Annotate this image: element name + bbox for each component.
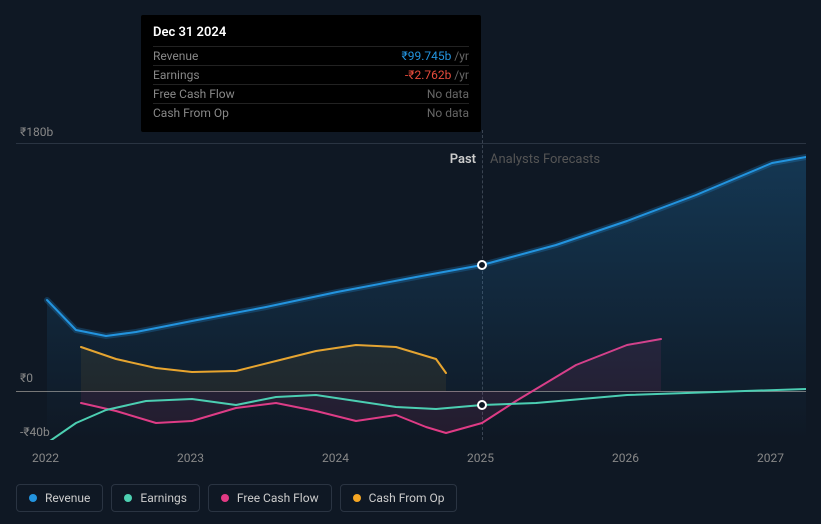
legend-dot-cfo (353, 494, 361, 502)
tooltip-row: Revenue ₹99.745b /yr (153, 46, 469, 65)
tooltip-row: Free Cash Flow No data (153, 84, 469, 103)
y-tick-neg40b: -₹40b (20, 425, 50, 439)
tooltip-row-value: No data (427, 87, 469, 101)
tooltip-row-value: ₹99.745b /yr (402, 49, 470, 63)
y-tick-0: ₹0 (20, 371, 33, 385)
y-tick-180b: ₹180b (20, 125, 53, 139)
x-tick-2022: 2022 (32, 451, 59, 465)
tooltip-row-value: No data (427, 106, 469, 120)
tooltip-row: Earnings -₹2.762b /yr (153, 65, 469, 84)
legend-dot-revenue (29, 494, 37, 502)
x-tick-2025: 2025 (467, 451, 494, 465)
x-tick-2023: 2023 (177, 451, 204, 465)
marker-earnings (477, 400, 487, 410)
legend-label-fcf: Free Cash Flow (237, 491, 319, 505)
legend-cfo[interactable]: Cash From Op (340, 484, 458, 512)
legend: Revenue Earnings Free Cash Flow Cash Fro… (16, 484, 457, 512)
tooltip-row: Cash From Op No data (153, 103, 469, 122)
tooltip-row-label: Free Cash Flow (153, 87, 235, 101)
legend-dot-fcf (221, 494, 229, 502)
chart-svg (16, 130, 806, 440)
legend-dot-earnings (124, 494, 132, 502)
marker-revenue (477, 260, 487, 270)
x-tick-2026: 2026 (612, 451, 639, 465)
chart-area: Past Analysts Forecasts (16, 130, 806, 440)
legend-label-cfo: Cash From Op (369, 491, 445, 505)
chart-tooltip: Dec 31 2024 Revenue ₹99.745b /yr Earnings -… (141, 15, 481, 132)
tooltip-row-label: Revenue (153, 49, 198, 63)
tooltip-row-value: -₹2.762b /yr (405, 68, 469, 82)
legend-label-earnings: Earnings (140, 491, 187, 505)
tooltip-date: Dec 31 2024 (153, 25, 469, 40)
legend-earnings[interactable]: Earnings (111, 484, 200, 512)
legend-revenue[interactable]: Revenue (16, 484, 103, 512)
tooltip-row-label: Cash From Op (153, 106, 229, 120)
legend-fcf[interactable]: Free Cash Flow (208, 484, 332, 512)
legend-label-revenue: Revenue (45, 491, 90, 505)
x-tick-2027: 2027 (757, 451, 784, 465)
tooltip-row-label: Earnings (153, 68, 200, 82)
x-tick-2024: 2024 (322, 451, 349, 465)
